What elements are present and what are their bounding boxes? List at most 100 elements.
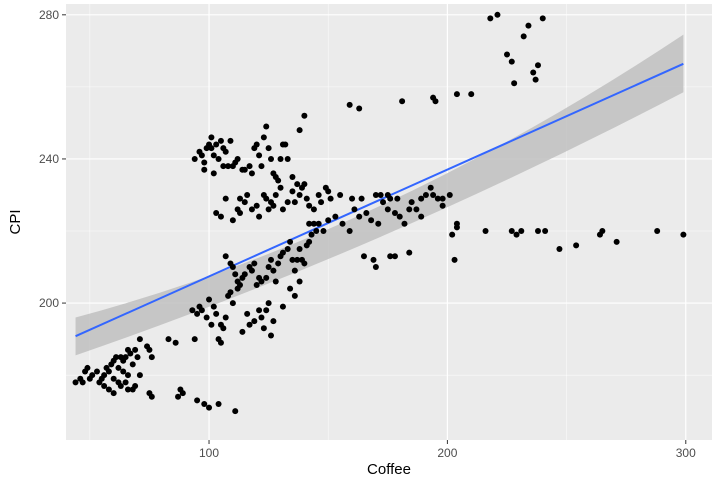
- data-point: [370, 256, 377, 263]
- data-point: [210, 170, 217, 177]
- data-point: [422, 191, 429, 198]
- data-point: [294, 181, 301, 188]
- data-point: [227, 137, 234, 144]
- data-point: [72, 379, 79, 386]
- data-point: [134, 354, 141, 361]
- data-point: [229, 264, 236, 271]
- data-point: [296, 246, 303, 253]
- data-point: [148, 354, 155, 361]
- data-point: [277, 155, 284, 162]
- y-tick-label: 240: [39, 152, 59, 166]
- data-point: [101, 382, 108, 389]
- data-point: [337, 191, 344, 198]
- data-point: [384, 206, 391, 213]
- data-point: [494, 11, 501, 18]
- data-point: [511, 80, 518, 87]
- data-point: [451, 256, 458, 263]
- data-point: [296, 278, 303, 285]
- data-point: [265, 145, 272, 152]
- data-point: [439, 202, 446, 209]
- data-point: [244, 310, 251, 317]
- data-point: [518, 228, 525, 235]
- data-point: [375, 220, 382, 227]
- data-point: [508, 228, 515, 235]
- data-point: [101, 372, 108, 379]
- x-axis-title: Coffee: [367, 461, 411, 478]
- data-point: [291, 199, 298, 206]
- data-point: [377, 191, 384, 198]
- data-point: [217, 213, 224, 220]
- data-point: [256, 307, 263, 314]
- data-point: [136, 372, 143, 379]
- data-point: [222, 253, 229, 260]
- data-point: [201, 400, 208, 407]
- data-point: [446, 191, 453, 198]
- data-point: [318, 199, 325, 206]
- confidence-band-group: [75, 34, 684, 356]
- data-point: [246, 163, 253, 170]
- data-point: [146, 346, 153, 353]
- data-point: [191, 155, 198, 162]
- data-point: [301, 112, 308, 119]
- data-point: [573, 242, 580, 249]
- data-point: [270, 202, 277, 209]
- y-tick-label: 200: [39, 296, 59, 310]
- y-axis-title: CPI: [7, 209, 24, 234]
- data-point: [265, 264, 272, 271]
- data-point: [325, 188, 332, 195]
- data-point: [391, 253, 398, 260]
- data-point: [222, 148, 229, 155]
- grid-lines: [66, 4, 712, 440]
- data-point: [258, 278, 265, 285]
- data-point: [372, 264, 379, 271]
- data-point: [306, 238, 313, 245]
- data-point: [291, 292, 298, 299]
- data-point: [270, 318, 277, 325]
- data-point: [234, 285, 241, 292]
- data-point: [194, 310, 201, 317]
- data-point: [525, 22, 532, 29]
- data-point: [201, 159, 208, 166]
- y-tick-label: 280: [39, 8, 59, 22]
- data-point: [534, 228, 541, 235]
- data-point: [508, 58, 515, 65]
- data-point: [301, 260, 308, 267]
- data-point: [487, 15, 494, 22]
- data-point: [215, 155, 222, 162]
- data-point: [265, 206, 272, 213]
- data-point: [275, 177, 282, 184]
- data-point: [401, 220, 408, 227]
- data-point: [396, 213, 403, 220]
- data-point: [542, 228, 549, 235]
- data-point: [277, 184, 284, 191]
- data-point: [351, 206, 358, 213]
- data-point: [279, 206, 286, 213]
- data-point: [315, 191, 322, 198]
- data-point: [372, 191, 379, 198]
- data-point: [198, 307, 205, 314]
- data-point: [201, 166, 208, 173]
- data-point: [194, 397, 201, 404]
- data-point: [320, 228, 327, 235]
- data-point: [232, 271, 239, 278]
- data-point: [310, 220, 317, 227]
- data-point: [279, 303, 286, 310]
- data-point: [289, 173, 296, 180]
- data-point: [387, 253, 394, 260]
- data-point: [539, 15, 546, 22]
- data-point: [270, 267, 277, 274]
- data-point: [213, 209, 220, 216]
- data-point: [110, 375, 117, 382]
- data-point: [203, 314, 210, 321]
- data-point: [263, 123, 270, 130]
- data-point: [358, 195, 365, 202]
- data-point: [175, 393, 182, 400]
- data-point: [248, 170, 255, 177]
- data-point: [253, 282, 260, 289]
- data-point: [332, 213, 339, 220]
- data-points: [72, 11, 687, 415]
- data-point: [268, 155, 275, 162]
- data-point: [418, 213, 425, 220]
- data-point: [110, 390, 117, 397]
